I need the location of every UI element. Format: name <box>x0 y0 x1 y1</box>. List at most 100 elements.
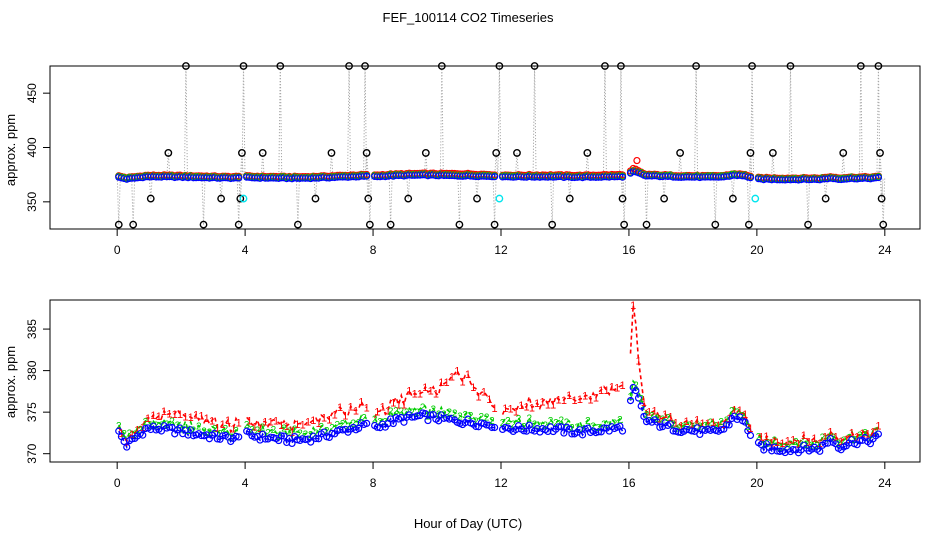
bottom-red-marker: 1 <box>246 415 252 427</box>
bottom-red-marker: 1 <box>358 396 364 408</box>
bottom-green-marker: 2 <box>201 427 207 438</box>
bottom-red-marker: 1 <box>715 420 721 432</box>
top-cal-connector <box>789 65 793 180</box>
bottom-green-marker: 2 <box>324 426 330 437</box>
bottom-green-marker: 2 <box>590 421 596 432</box>
bottom-red-marker: 1 <box>236 418 242 430</box>
bottom-green-marker: 2 <box>409 408 415 419</box>
top-calibration-point <box>236 194 245 203</box>
top-cal-connector <box>586 152 590 178</box>
bottom-red-marker: 1 <box>182 411 188 423</box>
top-calibration-point <box>676 149 685 157</box>
bottom-blue-marker <box>554 423 563 431</box>
bottom-blue-marker <box>618 427 627 435</box>
bottom-green-marker: 2 <box>548 416 554 427</box>
bottom-red-marker: 1 <box>598 385 604 397</box>
top-calibration-point <box>311 194 320 203</box>
bottom-red-marker: 1 <box>710 417 716 429</box>
top-calibration-point <box>821 194 830 203</box>
top-calibration-point <box>618 194 627 203</box>
bottom-green-marker: 2 <box>489 416 495 427</box>
top-calibration-point <box>114 220 123 229</box>
bottom-green-marker: 2 <box>281 424 287 435</box>
top-cal-connector <box>516 152 519 177</box>
bottom-red-marker: 1 <box>593 393 599 405</box>
bottom-red-marker: 1 <box>603 385 609 397</box>
bottom-green-marker: 2 <box>127 428 133 439</box>
bottom-red-marker: 1 <box>161 406 167 418</box>
bottom-green-marker: 2 <box>292 425 298 436</box>
top-cal-connector <box>879 152 883 178</box>
bottom-green-marker: 2 <box>287 427 293 438</box>
bottom-red-marker: 1 <box>390 398 396 410</box>
bottom-red-marker: 1 <box>465 369 471 381</box>
bottom-red-marker: 1 <box>316 418 322 430</box>
bottom-blue-marker <box>746 431 755 440</box>
bottom-green-marker: 2 <box>223 424 229 435</box>
top-calibration-point <box>513 149 521 157</box>
bottom-red-marker: 1 <box>172 409 178 421</box>
bottom-red-marker: 1 <box>577 394 583 406</box>
bottom-red-marker: 1 <box>582 390 588 402</box>
bottom-red-marker: 1 <box>630 300 636 312</box>
bottom-blue-marker <box>578 431 587 439</box>
top-calibration-point <box>660 194 669 203</box>
bottom-green-marker: 2 <box>542 420 548 431</box>
bottom-red-marker: 1 <box>289 427 295 439</box>
bottom-green-marker: 2 <box>121 429 127 440</box>
bottom-clipped-series: 2121212121212121212121212121212121212121… <box>115 300 883 457</box>
top-red-point <box>633 156 641 165</box>
top-cal-connector <box>788 65 791 180</box>
top-x-tick-label: 16 <box>622 243 636 257</box>
top-cal-connector <box>363 65 366 177</box>
top-series-points <box>114 62 888 229</box>
top-x-tick-label: 20 <box>750 243 764 257</box>
bottom-red-marker: 1 <box>412 388 418 400</box>
bottom-red-marker: 1 <box>859 428 865 440</box>
bottom-red-marker: 1 <box>699 418 705 430</box>
top-calibration-point <box>876 149 884 157</box>
top-cal-connector <box>439 65 443 176</box>
bottom-red-marker: 1 <box>705 418 711 430</box>
bottom-red-marker: 1 <box>641 397 647 409</box>
top-x-tick-label: 12 <box>494 243 508 257</box>
bottom-green-marker: 2 <box>558 416 564 427</box>
bottom-green-marker: 2 <box>633 381 639 392</box>
top-x-axis: 0 4 8 12 16 20 24 <box>114 228 892 257</box>
top-blue-point <box>363 172 371 180</box>
bottom-green-marker: 2 <box>244 420 250 431</box>
bottom-red-marker: 1 <box>486 394 492 406</box>
bottom-red-marker: 1 <box>806 437 812 449</box>
bottom-red-marker: 1 <box>348 401 354 413</box>
bottom-red-marker: 1 <box>220 419 226 431</box>
bottom-red-marker: 1 <box>667 412 673 424</box>
figure-title: FEF_100114 CO2 Timeseries <box>383 10 554 25</box>
top-blue-point <box>746 174 755 182</box>
bottom-x-tick-label: 16 <box>622 476 636 490</box>
bottom-blue-marker <box>413 412 421 420</box>
bottom-red-marker: 1 <box>273 416 279 428</box>
bottom-green-marker: 2 <box>729 406 735 417</box>
bottom-green-marker: 2 <box>153 421 159 432</box>
bottom-blue-marker <box>594 428 603 436</box>
bottom-green-marker: 2 <box>702 421 708 432</box>
bottom-blue-marker <box>789 445 797 454</box>
bottom-red-marker: 1 <box>827 427 833 439</box>
bottom-green-marker: 2 <box>756 432 762 443</box>
top-cal-connector <box>534 65 537 177</box>
bottom-red-marker: 1 <box>683 416 689 428</box>
bottom-blue-marker <box>235 433 243 441</box>
top-y-tick-label: 450 <box>25 83 39 103</box>
bottom-y-tick-label: 375 <box>25 402 39 422</box>
top-calibration-point <box>744 220 753 229</box>
top-cyan-point <box>495 194 504 203</box>
bottom-green-marker: 2 <box>772 436 778 447</box>
bottom-red-marker: 1 <box>571 395 577 407</box>
panel-bottom-co2-lines: 2121212121212121212121212121212121212121… <box>3 299 921 490</box>
top-cal-connector <box>604 65 607 177</box>
bottom-green-marker: 2 <box>260 423 266 434</box>
bottom-blue-marker <box>288 439 296 448</box>
bottom-red-marker: 1 <box>252 421 258 433</box>
bottom-green-marker: 2 <box>510 419 516 430</box>
top-cal-connector <box>770 152 774 180</box>
